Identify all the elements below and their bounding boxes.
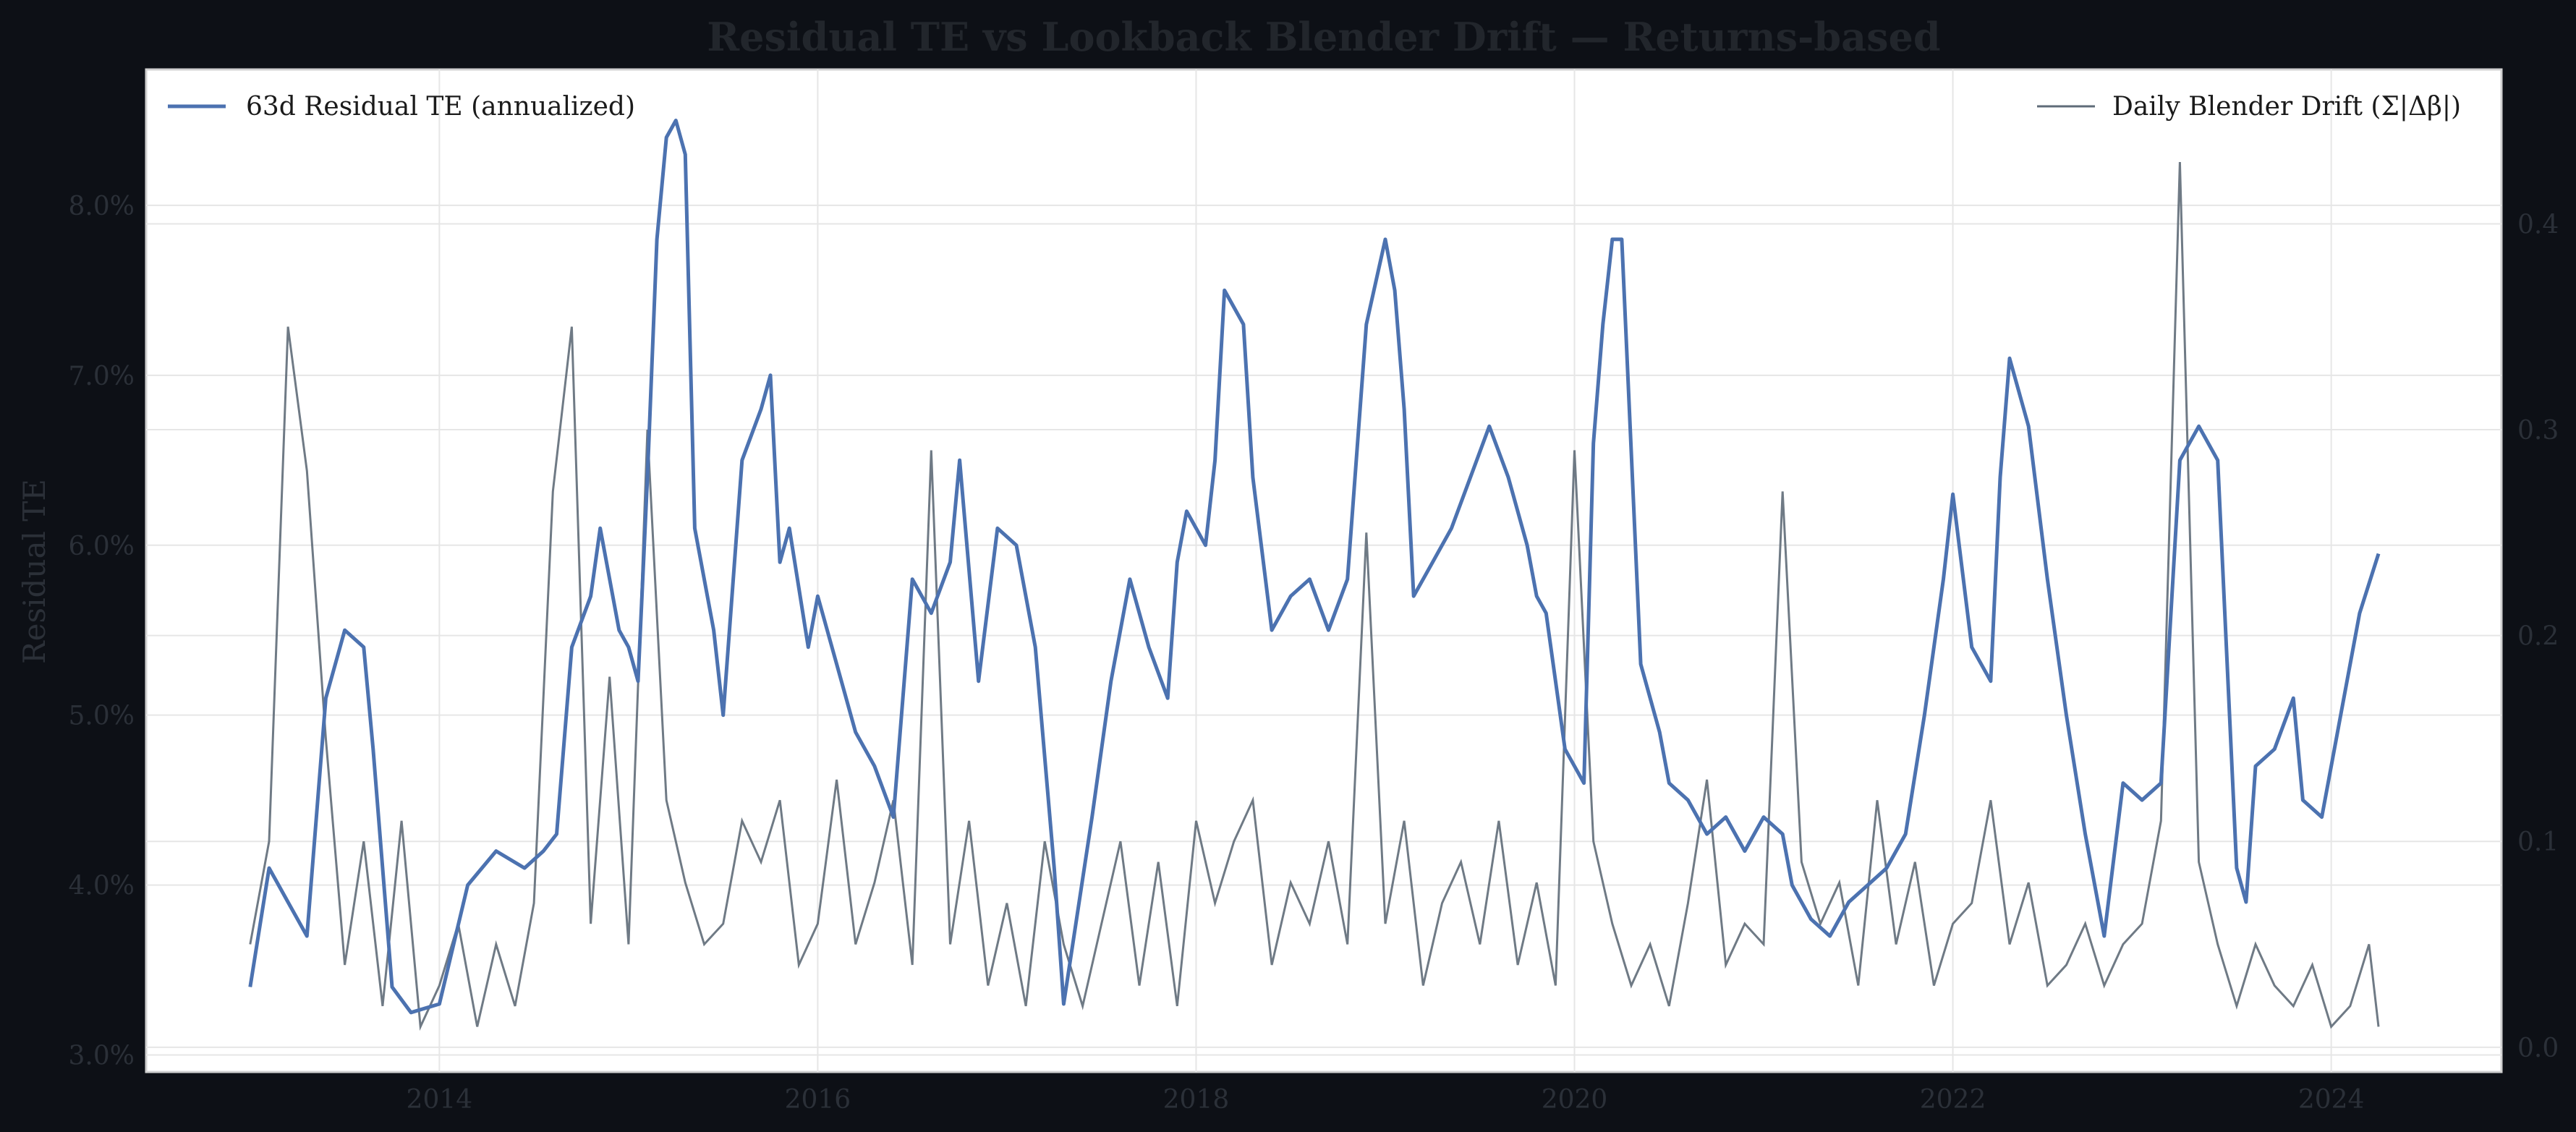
drift-series [249, 162, 2380, 1031]
x-tick-label: 2016 [785, 1085, 851, 1115]
te-series [248, 119, 2381, 1015]
y-tick-label: 4.0% [69, 872, 135, 901]
y-axis-label: Residual TE [17, 479, 52, 664]
x-tick-label: 2018 [1163, 1085, 1230, 1115]
plot-area [145, 68, 2503, 1073]
grid [146, 69, 2501, 1072]
legend-right[interactable]: Daily Blender Drift (Σ|Δβ|) [2037, 92, 2461, 122]
x-tick-label: 2020 [1542, 1085, 1608, 1115]
y-tick-label: 8.0% [69, 192, 135, 221]
legend-drift-label: Daily Blender Drift (Σ|Δβ|) [2112, 92, 2461, 122]
y-tick-label: 7.0% [69, 362, 135, 391]
x-tick-label: 2024 [2298, 1085, 2365, 1115]
legend-left[interactable]: 63d Residual TE (annualized) [168, 92, 635, 122]
x-axis: 2014 2016 2018 2020 2022 2024 [407, 1085, 2365, 1115]
chart-title: Residual TE vs Lookback Blender Drift — … [707, 14, 1940, 60]
te-line [248, 119, 2381, 1015]
x-tick-label: 2022 [1920, 1085, 1986, 1115]
y-tick-label: 6.0% [69, 532, 135, 561]
y-tick-label: 3.0% [69, 1042, 135, 1071]
y-tick-label: 5.0% [69, 702, 135, 731]
y2-tick-label: 0.1 [2517, 827, 2559, 857]
x-tick-label: 2014 [407, 1085, 473, 1115]
y2-tick-label: 0.2 [2517, 622, 2559, 652]
legend-te-label: 63d Residual TE (annualized) [246, 92, 635, 122]
y2-tick-label: 0.0 [2517, 1034, 2559, 1063]
y-axis-right: 0.0 0.1 0.2 0.3 0.4 [2517, 210, 2559, 1063]
y2-tick-label: 0.4 [2517, 210, 2559, 239]
y2-tick-label: 0.3 [2517, 416, 2559, 446]
drift-line [249, 162, 2380, 1031]
y-axis-left: 3.0% 4.0% 5.0% 6.0% 7.0% 8.0% [69, 192, 135, 1071]
